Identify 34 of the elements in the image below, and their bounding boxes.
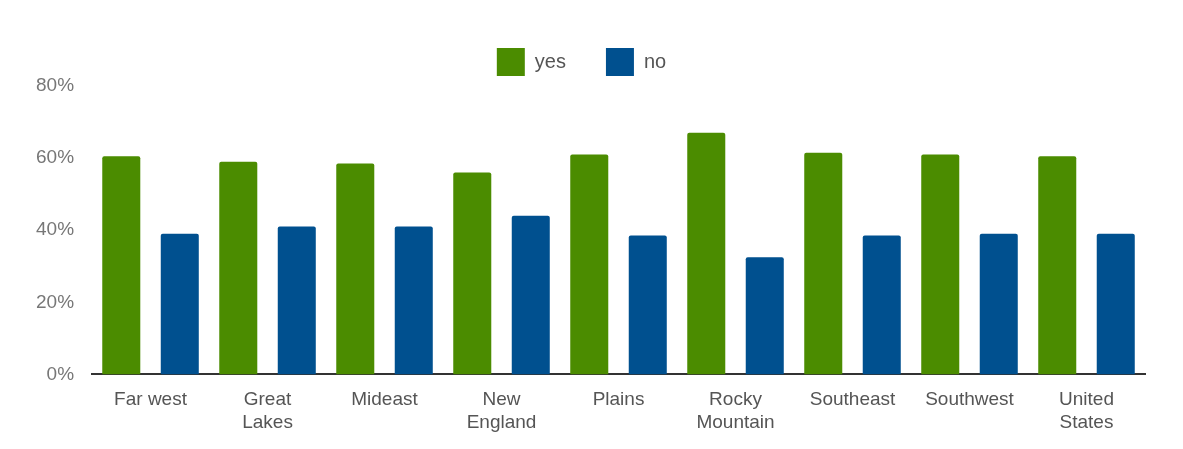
bar	[453, 172, 492, 375]
y-tick-label: 0%	[46, 362, 75, 384]
bar	[804, 152, 843, 375]
x-tick-label: Southeast	[809, 388, 896, 410]
y-tick-label: 60%	[36, 146, 75, 168]
bar	[628, 235, 667, 375]
legend-label: no	[643, 49, 667, 72]
bar	[394, 226, 433, 375]
bar	[979, 233, 1018, 375]
y-tick-label: 80%	[36, 74, 75, 96]
x-tick-label: Far west	[114, 388, 188, 410]
bar	[102, 156, 141, 375]
x-tick-label: Great Lakes	[242, 388, 293, 432]
bar	[570, 154, 609, 375]
x-tick-label: United States	[1059, 388, 1114, 432]
x-tick-label: Southwest	[925, 388, 1015, 410]
bar	[336, 163, 375, 375]
x-tick-label: Plains	[592, 388, 645, 410]
legend-label: yes	[534, 49, 566, 72]
bar	[219, 161, 258, 375]
bar	[511, 215, 550, 375]
x-tick-label: Mideast	[351, 388, 419, 410]
bar	[1096, 233, 1135, 375]
bar	[1038, 156, 1077, 375]
x-tick-label: Rocky Mountain	[696, 388, 775, 432]
bar	[160, 233, 199, 375]
bar	[862, 235, 901, 375]
x-tick-label: New England	[466, 388, 537, 432]
y-tick-label: 40%	[36, 218, 75, 240]
bar	[921, 154, 960, 375]
y-tick-label: 20%	[36, 290, 75, 312]
bar	[687, 132, 726, 375]
bar	[745, 257, 784, 375]
bar	[277, 226, 316, 375]
